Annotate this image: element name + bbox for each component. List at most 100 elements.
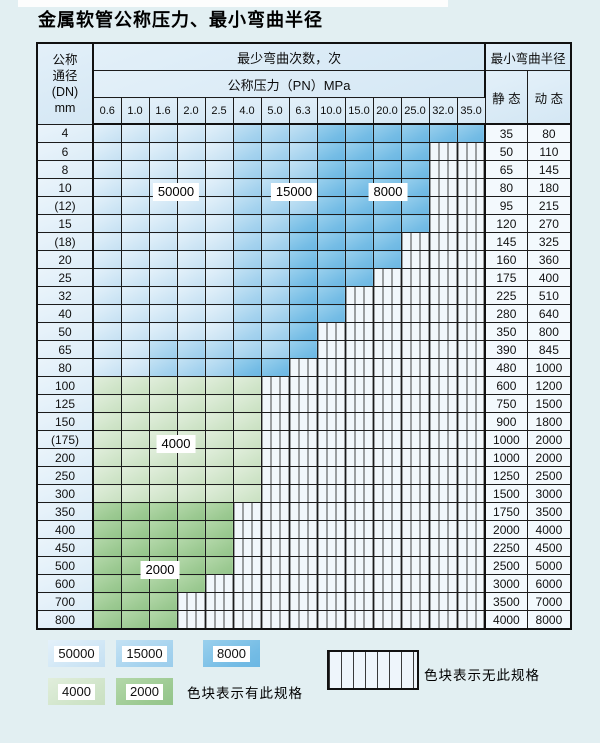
cell-spec: [372, 250, 402, 269]
cell-no-spec: [372, 484, 402, 503]
cell-spec: [176, 538, 206, 557]
table-row: 4 35 80: [36, 123, 572, 143]
pressure-col-header: 6.3: [288, 97, 318, 125]
cell-spec: [232, 394, 262, 413]
table-row: 200 1000 2000: [36, 448, 572, 467]
cell-no-spec: [288, 556, 318, 575]
cell-no-spec: [344, 340, 374, 359]
static-radius-value: 390: [484, 340, 528, 359]
dn-value: 250: [36, 466, 94, 485]
cell-no-spec: [260, 502, 290, 521]
cell-no-spec: [344, 394, 374, 413]
cell-spec: [176, 358, 206, 377]
table-row: 32 225 510: [36, 286, 572, 305]
cell-no-spec: [288, 358, 318, 377]
cell-no-spec: [316, 322, 346, 341]
cell-no-spec: [372, 322, 402, 341]
dynamic-radius-value: 3000: [526, 484, 572, 503]
cell-spec: [120, 376, 150, 395]
cell-spec: [148, 592, 178, 611]
cell-spec: [92, 142, 122, 161]
cell-spec: [92, 520, 122, 539]
dn-value: (12): [36, 196, 94, 215]
cell-no-spec: [428, 286, 458, 305]
cell-spec: [204, 196, 234, 215]
cell-spec: [176, 412, 206, 431]
cell-spec: [260, 214, 290, 233]
cell-spec: [400, 196, 430, 215]
cell-spec: [92, 214, 122, 233]
pressure-col-header: 35.0: [456, 97, 486, 125]
cell-no-spec: [344, 556, 374, 575]
cell-spec: [316, 214, 346, 233]
cell-spec: [316, 142, 346, 161]
cell-no-spec: [316, 610, 346, 630]
cell-spec: [120, 520, 150, 539]
cell-no-spec: [400, 520, 430, 539]
cell-spec: [288, 304, 318, 323]
cell-no-spec: [344, 430, 374, 449]
cell-spec: [260, 142, 290, 161]
cell-spec: [316, 160, 346, 179]
cell-no-spec: [428, 232, 458, 251]
cell-spec: [260, 232, 290, 251]
cell-spec: [120, 160, 150, 179]
cell-spec: [176, 340, 206, 359]
cell-no-spec: [456, 286, 487, 305]
static-radius-value: 1250: [484, 466, 528, 485]
cell-no-spec: [316, 358, 346, 377]
dynamic-radius-value: 800: [526, 322, 572, 341]
cell-spec: [260, 268, 290, 287]
cell-no-spec: [372, 376, 402, 395]
cell-spec: [92, 340, 122, 359]
cell-spec: [120, 123, 150, 143]
cell-no-spec: [428, 322, 458, 341]
static-radius-value: 900: [484, 412, 528, 431]
cell-spec: [372, 214, 402, 233]
cell-spec: [148, 322, 178, 341]
cell-spec: [344, 214, 374, 233]
cell-no-spec: [372, 430, 402, 449]
cell-spec: [148, 520, 178, 539]
cell-spec: [92, 466, 122, 485]
table-row: 125 750 1500: [36, 394, 572, 413]
cell-no-spec: [372, 304, 402, 323]
cell-no-spec: [204, 592, 234, 611]
cell-spec: [120, 466, 150, 485]
cycle-count-label: 8000: [368, 183, 408, 201]
cycle-count-label: 4000: [156, 435, 196, 453]
table-row: 8 65 145: [36, 160, 572, 179]
table-body: 4 35 80 6 50 110 8 65 145 10 80 180 (12) 95 215 15 120 27…: [36, 123, 572, 630]
cell-no-spec: [456, 430, 487, 449]
cell-no-spec: [456, 484, 487, 503]
cell-spec: [120, 592, 150, 611]
dynamic-radius-value: 145: [526, 160, 572, 179]
cell-no-spec: [400, 322, 430, 341]
pressure-col-header: 20.0: [372, 97, 402, 125]
cell-spec: [148, 502, 178, 521]
cell-no-spec: [316, 484, 346, 503]
dn-header-line2: 通径: [52, 68, 78, 83]
static-radius-value: 2250: [484, 538, 528, 557]
cell-no-spec: [288, 484, 318, 503]
dn-value: 15: [36, 214, 94, 233]
cell-no-spec: [316, 502, 346, 521]
cell-spec: [176, 232, 206, 251]
cell-no-spec: [344, 466, 374, 485]
cell-no-spec: [400, 502, 430, 521]
cell-spec: [372, 160, 402, 179]
cell-no-spec: [372, 574, 402, 593]
cell-spec: [148, 394, 178, 413]
cell-spec: [204, 268, 234, 287]
cell-no-spec: [428, 610, 458, 630]
cell-spec: [148, 250, 178, 269]
cell-no-spec: [288, 412, 318, 431]
cell-spec: [288, 340, 318, 359]
dn-value: 40: [36, 304, 94, 323]
cell-no-spec: [400, 448, 430, 467]
table-row: 40 280 640: [36, 304, 572, 323]
static-radius-value: 600: [484, 376, 528, 395]
pressure-col-header: 0.6: [92, 97, 122, 125]
dn-value: 350: [36, 502, 94, 521]
cell-no-spec: [456, 448, 487, 467]
